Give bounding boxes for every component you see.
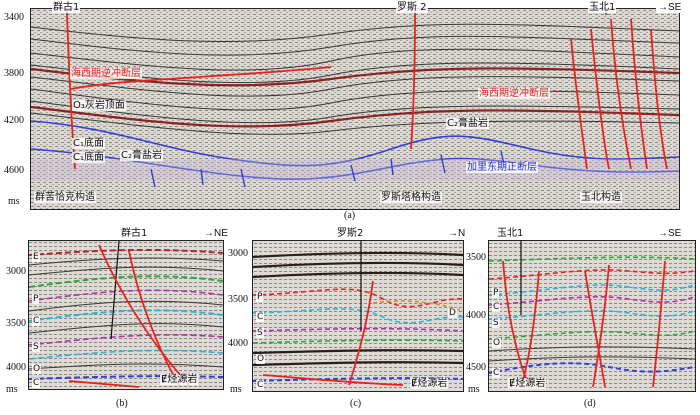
seismic-section-c: [252, 240, 464, 392]
well-label-luosi2: 罗斯 2: [396, 2, 428, 13]
stratum-b-P: P: [32, 294, 40, 304]
caption-b: (b): [116, 398, 128, 409]
a-y-tick-4600: 4600: [4, 165, 24, 176]
stratum-b-C2: C: [32, 378, 41, 388]
structure-qunkuqiake: 群苦恰克构造: [34, 192, 96, 203]
stratum-c-O: O: [256, 354, 266, 364]
label-thrust-left: 海西期逆冲断层: [70, 68, 142, 79]
b-y-tick-4000: 4000: [6, 362, 26, 373]
label-c1-base-lower: C₁底面: [72, 152, 105, 163]
d-y-tick-4000: 4000: [466, 310, 486, 321]
label-caledonian-fault: 加里东期正断层: [466, 162, 538, 173]
structure-yubei: 玉北构造: [580, 192, 622, 203]
seismic-section-a: [30, 8, 680, 210]
direction-arrow-a: →SE: [656, 2, 684, 13]
seismic-svg-c: [253, 241, 463, 391]
label-c2-gypsum-right: C₂膏盐岩: [446, 118, 489, 129]
stratum-d-P: P: [492, 288, 500, 298]
d-unit: ms: [468, 384, 480, 395]
source-rock-c: Ɇ烃源岩: [410, 378, 449, 389]
seismic-section-b: [28, 240, 224, 390]
structure-luositage: 罗斯塔格构造: [380, 192, 442, 203]
well-label-yubei1: 玉北1: [588, 2, 617, 13]
b-unit: ms: [6, 384, 18, 395]
direction-label-a: SE: [668, 2, 682, 13]
well-label-b: 群古1: [120, 228, 149, 239]
source-rock-b: Ɇ烃源岩: [160, 374, 199, 385]
stratum-d-C: C: [492, 302, 501, 312]
seismic-section-d: [488, 240, 696, 392]
c-unit: ms: [230, 384, 242, 395]
stratum-d-S: S: [492, 318, 500, 328]
a-y-tick-4200: 4200: [4, 115, 24, 126]
caption-c: (c): [350, 398, 362, 409]
d-y-tick-4500: 4500: [466, 362, 486, 373]
direction-label-b: NE: [214, 228, 228, 239]
c-y-tick-3500: 3500: [228, 294, 248, 305]
caption-d: (d): [584, 398, 596, 409]
stratum-b-E: E: [32, 252, 40, 262]
seismic-svg-a: [31, 9, 679, 209]
stratum-c-D: D: [448, 308, 457, 318]
c-y-tick-4000: 4000: [228, 338, 248, 349]
label-thrust-right: 海西期逆冲断层: [478, 88, 550, 99]
well-label-c: 罗斯2: [336, 228, 365, 239]
stratum-c-C2: C: [256, 380, 265, 390]
c-y-tick-3000: 3000: [228, 248, 248, 259]
stratum-d-O: O: [492, 338, 502, 348]
d-y-tick-3500: 3500: [466, 252, 486, 263]
direction-arrow-c: →N: [446, 228, 468, 239]
stratum-b-S: S: [32, 342, 40, 352]
a-y-tick-3800: 3800: [4, 68, 24, 79]
well-label-d: 玉北1: [496, 228, 525, 239]
direction-arrow-b: →NE: [202, 228, 230, 239]
label-o-limestone: O₃灰岩顶面: [72, 100, 126, 111]
a-y-tick-3400: 3400: [4, 12, 24, 23]
stratum-b-C: C: [32, 316, 41, 326]
stratum-c-C: C: [256, 312, 265, 322]
source-rock-d: Ɇ烃源岩: [508, 378, 547, 389]
stratum-d-C2: C: [492, 368, 501, 378]
seismic-svg-b: [29, 241, 223, 389]
stratum-b-O: O: [32, 364, 42, 374]
stratum-c-S: S: [256, 328, 264, 338]
b-y-tick-3000: 3000: [6, 266, 26, 277]
stratum-c-P: P: [256, 292, 264, 302]
seismic-svg-d: [489, 241, 695, 391]
a-unit: ms: [8, 196, 20, 207]
direction-label-d: SE: [668, 228, 682, 239]
direction-arrow-d: →SE: [656, 228, 684, 239]
direction-label-c: N: [458, 228, 466, 239]
label-c1-base: C₁底面: [72, 138, 105, 149]
label-c2-gypsum-left: C₂膏盐岩: [120, 150, 163, 161]
b-y-tick-3500: 3500: [6, 318, 26, 329]
caption-a: (a): [344, 210, 356, 221]
well-label-qungu1: 群古1: [52, 2, 81, 13]
